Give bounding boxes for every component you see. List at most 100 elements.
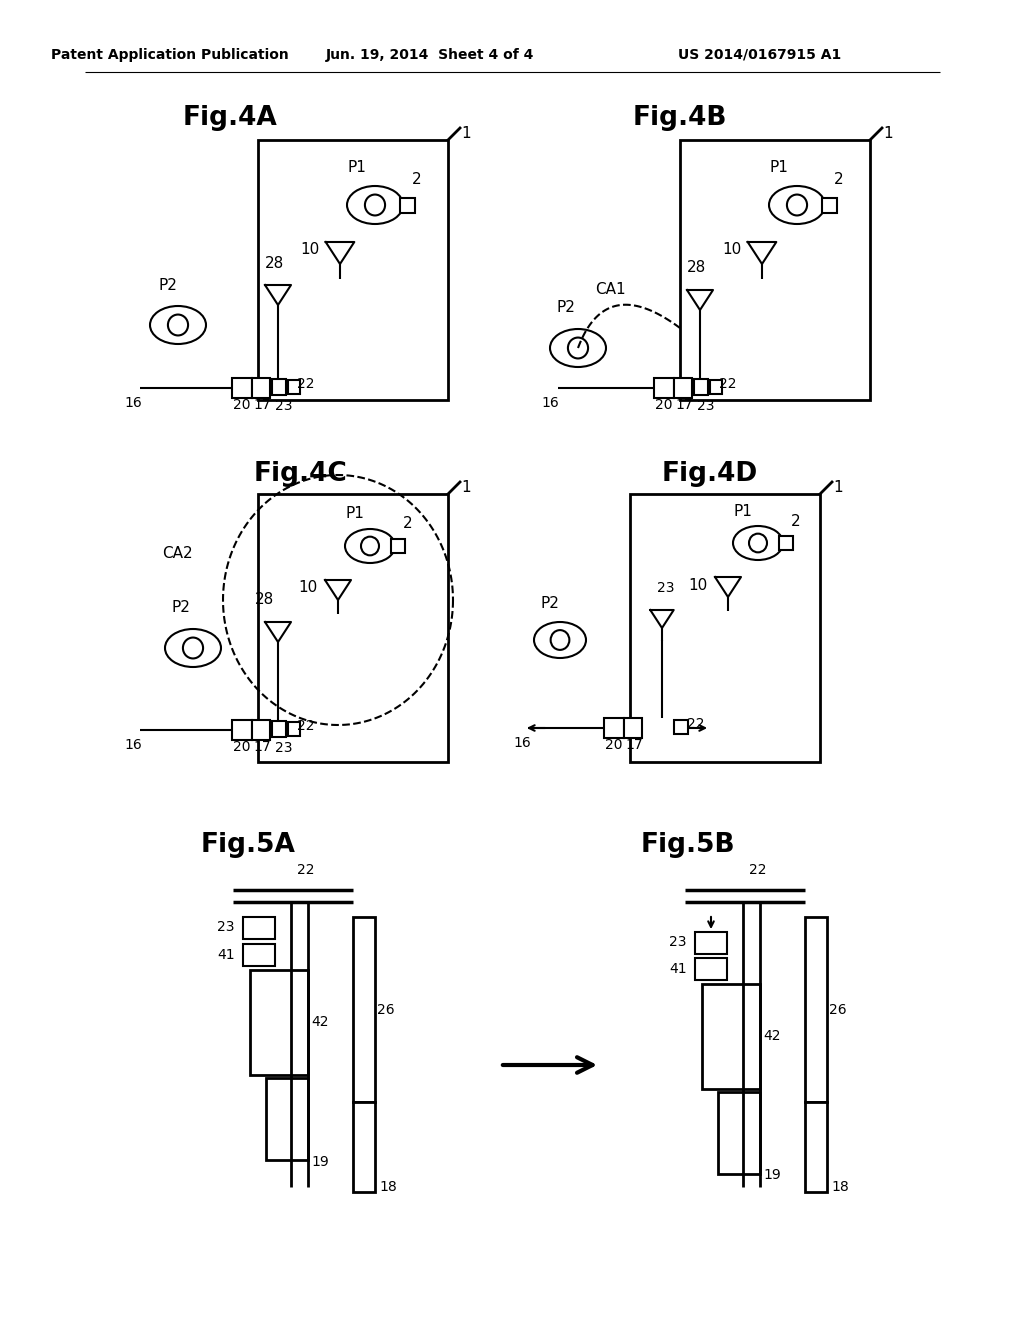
Ellipse shape <box>361 537 379 556</box>
Ellipse shape <box>568 338 588 359</box>
Bar <box>353 917 375 1102</box>
Text: 23: 23 <box>275 399 293 413</box>
Text: 20: 20 <box>605 738 623 752</box>
Text: 17: 17 <box>253 741 270 754</box>
Bar <box>702 983 760 1089</box>
Text: 28: 28 <box>686 260 706 276</box>
Text: 1: 1 <box>461 480 471 495</box>
Bar <box>710 380 722 393</box>
Text: 2: 2 <box>413 172 422 186</box>
Text: 20: 20 <box>655 399 673 412</box>
Bar <box>272 379 286 395</box>
Text: US 2014/0167915 A1: US 2014/0167915 A1 <box>678 48 842 62</box>
Bar <box>258 494 449 762</box>
Text: 18: 18 <box>379 1180 397 1195</box>
Bar <box>288 380 300 393</box>
Text: 10: 10 <box>689 578 708 593</box>
Bar <box>680 140 870 400</box>
Text: 1: 1 <box>883 127 893 141</box>
Ellipse shape <box>769 186 825 224</box>
Text: P1: P1 <box>345 507 365 521</box>
Text: 1: 1 <box>834 480 843 495</box>
Text: Fig.4A: Fig.4A <box>182 106 278 131</box>
Text: Fig.4C: Fig.4C <box>253 461 347 487</box>
Text: 16: 16 <box>541 396 559 411</box>
Text: 20: 20 <box>233 399 251 412</box>
Bar <box>779 536 793 550</box>
Ellipse shape <box>749 533 767 552</box>
Bar <box>805 1102 827 1192</box>
Bar <box>604 718 624 738</box>
Text: 19: 19 <box>311 1155 329 1170</box>
Text: 17: 17 <box>626 738 643 752</box>
Bar <box>272 721 286 737</box>
Bar <box>821 198 837 213</box>
Text: 20: 20 <box>233 741 251 754</box>
Ellipse shape <box>345 529 395 564</box>
Text: 18: 18 <box>831 1180 849 1195</box>
Text: P2: P2 <box>172 601 190 615</box>
Text: 42: 42 <box>311 1015 329 1030</box>
Text: 17: 17 <box>253 399 270 412</box>
Text: CA1: CA1 <box>595 282 626 297</box>
Bar <box>243 944 275 966</box>
Text: 2: 2 <box>403 516 413 532</box>
Text: 2: 2 <box>792 513 801 528</box>
Text: P1: P1 <box>733 503 753 519</box>
Bar <box>694 379 708 395</box>
Text: 23: 23 <box>657 581 675 595</box>
Bar <box>805 917 827 1102</box>
Text: P2: P2 <box>159 277 177 293</box>
Text: 16: 16 <box>513 737 530 750</box>
Text: CA2: CA2 <box>163 546 193 561</box>
Text: 23: 23 <box>697 399 715 413</box>
Bar <box>674 378 692 399</box>
Bar <box>252 719 270 741</box>
Bar <box>243 917 275 939</box>
Text: 10: 10 <box>299 581 318 595</box>
Ellipse shape <box>365 194 385 215</box>
Text: 22: 22 <box>297 378 314 391</box>
Text: 19: 19 <box>763 1168 781 1181</box>
Text: 41: 41 <box>670 962 687 975</box>
Text: 16: 16 <box>124 396 142 411</box>
Bar <box>654 378 674 399</box>
Text: 26: 26 <box>377 1003 395 1016</box>
Ellipse shape <box>347 186 403 224</box>
Text: 10: 10 <box>301 243 319 257</box>
Text: 41: 41 <box>217 948 234 962</box>
Text: 22: 22 <box>297 719 314 733</box>
Ellipse shape <box>168 314 188 335</box>
Text: 28: 28 <box>254 593 273 607</box>
Ellipse shape <box>150 306 206 345</box>
Text: 22: 22 <box>750 863 767 876</box>
Text: Jun. 19, 2014  Sheet 4 of 4: Jun. 19, 2014 Sheet 4 of 4 <box>326 48 535 62</box>
Bar <box>630 494 820 762</box>
Bar <box>391 539 406 553</box>
Text: 23: 23 <box>217 920 234 935</box>
Text: 22: 22 <box>297 863 314 876</box>
Bar <box>232 378 252 399</box>
Text: P1: P1 <box>770 160 788 174</box>
Text: 23: 23 <box>275 741 293 755</box>
Text: Fig.4D: Fig.4D <box>662 461 758 487</box>
Text: 10: 10 <box>723 243 742 257</box>
Bar <box>250 970 308 1074</box>
Text: 17: 17 <box>675 399 693 412</box>
Bar <box>252 378 270 399</box>
Text: 28: 28 <box>264 256 284 271</box>
Text: Fig.5A: Fig.5A <box>201 832 296 858</box>
Bar <box>353 1102 375 1192</box>
Bar <box>624 718 642 738</box>
Bar <box>399 198 415 213</box>
Bar <box>695 958 727 979</box>
Ellipse shape <box>733 525 783 560</box>
Bar <box>288 722 300 737</box>
Bar <box>232 719 252 741</box>
Ellipse shape <box>786 194 807 215</box>
Text: 26: 26 <box>829 1003 847 1016</box>
Text: 23: 23 <box>670 935 687 949</box>
Ellipse shape <box>165 630 221 667</box>
Ellipse shape <box>550 329 606 367</box>
Text: P2: P2 <box>541 597 559 611</box>
